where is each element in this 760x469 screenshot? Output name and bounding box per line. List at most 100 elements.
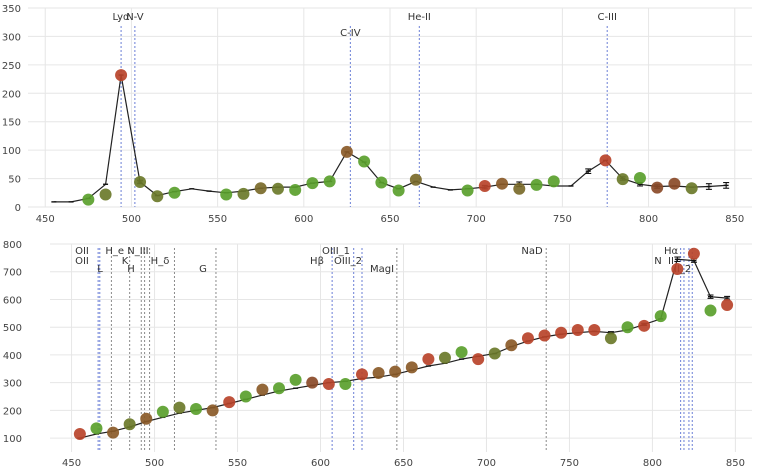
data-point-marker [340,145,353,158]
data-point-marker [654,310,667,323]
y-tick-label: 100 [2,146,21,157]
data-point-marker [82,193,95,206]
bottom-spectrum-panel: 450 500 550 600 650 700 750 800 850 100 200 300 400 5… [3,240,752,469]
data-point-marker [530,178,543,191]
data-point-marker [289,373,302,386]
data-point-marker [239,390,252,403]
reference-line-label: G [199,264,207,275]
reference-line-label: He-II [408,12,431,23]
data-point-marker [621,321,634,334]
data-point-marker [668,177,681,190]
reference-line-label: OIII_1 [322,246,350,257]
data-point-marker [273,382,286,395]
data-point-marker [513,182,526,195]
y-tick-label: 100 [3,434,22,445]
reference-line-label: N [654,256,661,267]
data-point-marker [375,176,388,189]
reference-line-label: MagI [370,264,394,275]
data-point-marker [455,346,468,359]
data-point-marker [90,422,103,435]
data-point-marker [339,378,352,391]
y-tick-label: 300 [2,32,21,43]
y-tick-label: 200 [3,406,22,417]
data-point-marker [323,175,336,188]
data-point-marker [322,378,335,391]
data-point-marker [478,179,491,192]
data-point-marker [555,326,568,339]
data-point-marker [604,332,617,345]
data-point-marker [73,427,86,440]
series-line [79,258,728,439]
data-point-marker [633,172,646,185]
data-point-marker [271,182,284,195]
data-point-marker [616,173,629,186]
data-point-marker [472,353,485,366]
x-tick-label: 700 [477,458,496,469]
reference-line-label: OII [75,246,89,257]
series-line [53,74,727,203]
x-tick-label: 850 [726,458,745,469]
data-point-marker [151,190,164,203]
data-point-marker [306,177,319,190]
data-point-marker [289,183,302,196]
data-point-marker [306,376,319,389]
data-point-marker [505,339,518,352]
reference-line-label: Hα [664,246,679,257]
error-bar [674,256,681,263]
reference-line-label: L [97,264,103,275]
data-point-marker [123,418,136,431]
data-point-marker [156,405,169,418]
error-bar [585,168,592,175]
data-point-marker [704,304,717,317]
data-point-marker [372,366,385,379]
data-point-marker [140,412,153,425]
reference-line-label: Hβ [310,256,324,267]
data-point-marker [256,383,269,396]
y-tick-label: 50 [8,175,21,186]
data-point-marker [685,182,698,195]
x-tick-label: 450 [62,458,81,469]
y-tick-label: 800 [3,240,22,251]
reference-line-label: Lyα [112,12,130,23]
data-point-marker [358,155,371,168]
x-tick-label: 600 [311,458,330,469]
y-tick-label: 500 [3,323,22,334]
top-spectrum-panel: 450 500 550 600 650 700 750 800 850 0 50 100 150 200 2… [2,4,752,225]
data-point-marker [99,188,112,201]
x-tick-label: 550 [208,214,227,225]
data-point-marker [547,175,560,188]
x-tick-label: 700 [467,214,486,225]
data-point-marker [422,353,435,366]
data-point-marker [254,182,267,195]
data-point-marker [107,426,120,439]
data-point-marker [168,186,181,199]
reference-line-label: H_δ [151,256,170,267]
reference-line-label: C-IV [340,28,361,39]
data-point-marker [409,173,422,186]
y-tick-label: 200 [2,89,21,100]
x-tick-label: 450 [36,214,55,225]
y-tick-label: 150 [2,118,21,129]
data-point-marker [496,177,509,190]
x-tick-label: 800 [639,214,658,225]
x-tick-label: 600 [294,214,313,225]
data-point-marker [571,323,584,336]
y-tick-label: 400 [3,351,22,362]
y-tick-label: 350 [2,4,21,15]
y-tick-label: 600 [3,295,22,306]
data-point-marker [651,181,664,194]
x-tick-label: 750 [553,214,572,225]
data-point-marker [687,247,700,260]
reference-line-label: II [668,256,674,267]
data-point-marker [115,69,128,82]
x-tick-label: 500 [122,214,141,225]
error-bar [705,183,712,190]
data-point-marker [356,368,368,381]
x-tick-label: 750 [560,458,579,469]
data-point-marker [588,323,601,336]
y-tick-label: 300 [3,379,22,390]
data-point-marker [538,329,551,342]
data-point-marker [206,404,219,417]
data-point-marker [438,351,451,364]
y-tick-label: 0 [15,203,21,214]
